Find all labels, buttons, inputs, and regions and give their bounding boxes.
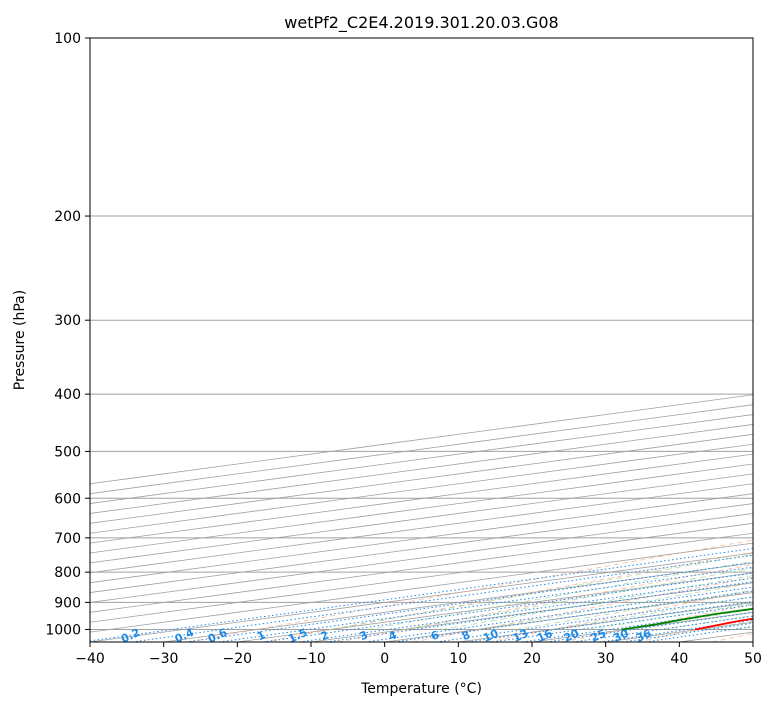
y-tick-label: 800	[54, 565, 81, 581]
x-tick-label: 0	[380, 651, 389, 667]
isotherm-line	[90, 414, 753, 504]
x-tick-label: −40	[75, 651, 105, 667]
mixing-ratio-label: 0.2	[119, 626, 142, 646]
y-tick-label: 500	[54, 444, 81, 460]
mixing-ratio-label: 1.5	[286, 626, 309, 646]
moist-adiabat-line	[662, 615, 753, 630]
mixing-ratio-line	[299, 577, 753, 642]
mixing-ratio-line	[185, 562, 753, 642]
isotherm-line	[90, 443, 753, 534]
moist-adiabat-line	[514, 589, 753, 630]
y-tick-label: 700	[54, 531, 81, 547]
dry-adiabat-line	[338, 564, 753, 642]
moist-adiabat-line	[735, 626, 753, 630]
x-tick-label: −20	[223, 651, 253, 667]
isotherm-line	[90, 552, 753, 642]
isotherm-line	[90, 513, 753, 603]
mixing-ratio-line	[218, 566, 753, 642]
isotherm-line	[90, 483, 753, 574]
isotherm-line	[237, 572, 753, 642]
y-tick-label: 900	[54, 595, 81, 611]
y-tick-label: 400	[54, 387, 81, 403]
x-tick-label: 40	[670, 651, 688, 667]
mixing-ratio-label: 20	[562, 627, 582, 645]
x-tick-label: 20	[523, 651, 541, 667]
isotherm-line	[90, 532, 753, 623]
isotherm-line	[384, 592, 753, 642]
mixing-ratio-label: 10	[481, 627, 501, 645]
y-tick-label: 100	[54, 31, 81, 47]
y-axis-label: Pressure (hPa)	[12, 290, 28, 390]
isotherm-line	[90, 424, 753, 514]
moist-adiabat-line	[477, 582, 753, 630]
dry-adiabat-line	[562, 603, 753, 642]
x-tick-label: −30	[149, 651, 179, 667]
isotherm-line	[90, 473, 753, 564]
y-tick-label: 600	[54, 491, 81, 507]
plot-frame	[89, 37, 754, 643]
mixing-ratio-label: 3	[358, 628, 370, 643]
dry-adiabat-line	[711, 633, 753, 642]
x-axis-label: Temperature (°C)	[360, 681, 482, 697]
dry-adiabat-line	[636, 618, 753, 642]
dry-adiabat-line	[263, 551, 753, 642]
dry-adiabat-line	[412, 576, 753, 642]
isotherm-line	[90, 493, 753, 584]
isotherm-line	[531, 611, 753, 642]
mixing-ratio-label: 0.6	[206, 626, 229, 646]
dry-adiabat-line	[188, 539, 753, 642]
y-tick-label: 200	[54, 209, 81, 225]
mixing-ratio-line	[467, 600, 753, 642]
mixing-ratio-label: 6	[429, 628, 442, 643]
mixing-ratio-label: 30	[611, 627, 631, 645]
mixing-ratio-label: 36	[634, 627, 654, 645]
isotherm-line	[90, 463, 753, 554]
isotherm-line	[90, 433, 753, 524]
x-tick-label: 10	[449, 651, 467, 667]
isotherm-line	[90, 394, 753, 485]
x-tick-label: −10	[296, 651, 326, 667]
moist-adiabat-line	[404, 567, 753, 630]
moist-adiabat-line	[441, 575, 753, 630]
isotherm-line	[90, 404, 753, 495]
mixing-ratio-line	[492, 604, 753, 642]
moist-adiabat-line	[698, 620, 753, 630]
mixing-ratio-label: 0.4	[173, 626, 196, 646]
x-tick-label: 30	[597, 651, 615, 667]
isotherm-line	[90, 503, 753, 593]
chart-title: wetPf2_C2E4.2019.301.20.03.G08	[284, 13, 558, 33]
x-axis-ticks: −40 −30 −20 −10 0 10 20 30 40 50	[75, 642, 762, 667]
background-line-labels: 0.10.20.40.611.52346810131620253036-100-…	[90, 626, 654, 646]
temperature-profile-line	[695, 617, 753, 631]
y-tick-label: 300	[54, 313, 81, 329]
y-axis-ticks: 100 200 300 400 500 600 700 800 900 1000	[45, 31, 90, 638]
background-lines	[90, 38, 753, 642]
mixing-ratio-line	[622, 622, 753, 642]
mixing-ratio-label: 25	[589, 627, 608, 645]
x-tick-label: 50	[744, 651, 762, 667]
mixing-ratio-label: 13	[511, 627, 530, 645]
y-tick-label: 1000	[45, 622, 81, 638]
mixing-ratio-label: 16	[535, 627, 555, 645]
moist-adiabat-line	[551, 596, 753, 630]
isotherm-line	[752, 641, 753, 642]
isotherm-line	[90, 522, 753, 613]
isotherm-line	[90, 453, 753, 544]
